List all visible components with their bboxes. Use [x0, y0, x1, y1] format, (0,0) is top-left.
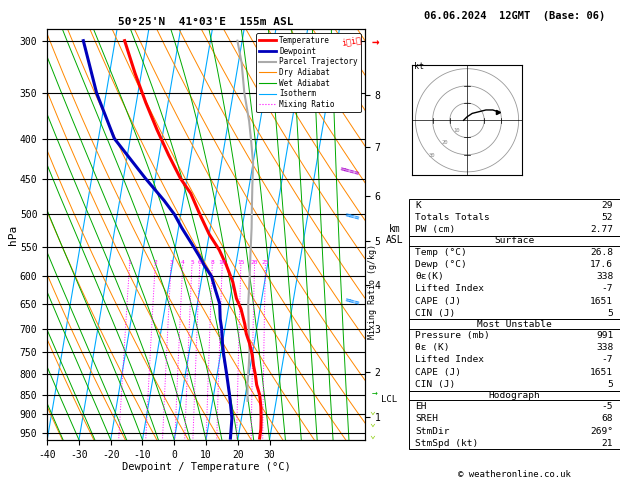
Text: θε (K): θε (K): [415, 343, 450, 352]
Text: ≡≡≡≡: ≡≡≡≡: [339, 164, 360, 178]
Text: Lifted Index: Lifted Index: [415, 355, 484, 364]
Text: K: K: [415, 201, 421, 210]
Text: ≡≡≡: ≡≡≡: [343, 295, 360, 308]
Text: 10: 10: [454, 128, 460, 133]
Text: Totals Totals: Totals Totals: [415, 213, 490, 222]
Y-axis label: km
ASL: km ASL: [386, 224, 403, 245]
Text: CAPE (J): CAPE (J): [415, 368, 461, 377]
Text: 25: 25: [262, 260, 269, 265]
Text: 991: 991: [596, 331, 613, 340]
Text: Surface: Surface: [494, 237, 534, 245]
Text: 5: 5: [608, 380, 613, 389]
Text: 3: 3: [169, 260, 173, 265]
Text: LCL: LCL: [381, 395, 397, 404]
Text: 6: 6: [198, 260, 202, 265]
Text: -7: -7: [602, 355, 613, 364]
Text: 20: 20: [441, 140, 448, 145]
Text: 4: 4: [181, 260, 184, 265]
Text: Pressure (mb): Pressure (mb): [415, 331, 490, 340]
Text: -7: -7: [602, 284, 613, 293]
Bar: [409, 199, 620, 236]
Text: 5: 5: [608, 309, 613, 318]
Text: 15: 15: [237, 260, 245, 265]
Text: kt: kt: [414, 62, 424, 70]
Text: 52: 52: [602, 213, 613, 222]
Text: SREH: SREH: [415, 415, 438, 423]
Text: 5: 5: [190, 260, 194, 265]
Bar: [409, 236, 620, 319]
X-axis label: Dewpoint / Temperature (°C): Dewpoint / Temperature (°C): [121, 462, 291, 472]
Text: 21: 21: [602, 439, 613, 448]
Text: →: →: [372, 36, 379, 49]
Text: 2: 2: [153, 260, 157, 265]
Text: Mixing Ratio (g/kg): Mixing Ratio (g/kg): [369, 244, 377, 339]
Text: ≡≡≡: ≡≡≡: [343, 210, 360, 223]
Text: ⌄: ⌄: [369, 406, 375, 416]
Text: 1651: 1651: [590, 368, 613, 377]
Text: 1: 1: [128, 260, 131, 265]
Text: 338: 338: [596, 272, 613, 281]
Bar: [409, 391, 620, 450]
Text: Dewp (°C): Dewp (°C): [415, 260, 467, 269]
Text: ⌄: ⌄: [369, 430, 375, 440]
Text: θε(K): θε(K): [415, 272, 444, 281]
Text: 2.77: 2.77: [590, 226, 613, 234]
Text: 06.06.2024  12GMT  (Base: 06): 06.06.2024 12GMT (Base: 06): [424, 11, 605, 21]
Title: 50°25'N  41°03'E  155m ASL: 50°25'N 41°03'E 155m ASL: [118, 17, 294, 27]
Text: CIN (J): CIN (J): [415, 309, 455, 318]
Text: 17.6: 17.6: [590, 260, 613, 269]
Text: 10: 10: [218, 260, 226, 265]
Bar: [409, 319, 620, 391]
Text: EH: EH: [415, 402, 426, 411]
Text: ⌄: ⌄: [369, 418, 375, 428]
Text: iℓiℓ: iℓiℓ: [340, 35, 362, 47]
Text: 29: 29: [602, 201, 613, 210]
Text: →: →: [372, 388, 377, 398]
Text: StmSpd (kt): StmSpd (kt): [415, 439, 479, 448]
Text: PW (cm): PW (cm): [415, 226, 455, 234]
Text: Hodograph: Hodograph: [488, 391, 540, 400]
Text: 338: 338: [596, 343, 613, 352]
Text: 8: 8: [210, 260, 214, 265]
Text: 68: 68: [602, 415, 613, 423]
Text: CAPE (J): CAPE (J): [415, 296, 461, 306]
Text: 26.8: 26.8: [590, 247, 613, 257]
Text: 269°: 269°: [590, 427, 613, 435]
Text: Temp (°C): Temp (°C): [415, 247, 467, 257]
Legend: Temperature, Dewpoint, Parcel Trajectory, Dry Adiabat, Wet Adiabat, Isotherm, Mi: Temperature, Dewpoint, Parcel Trajectory…: [257, 33, 361, 112]
Text: CIN (J): CIN (J): [415, 380, 455, 389]
Text: -5: -5: [602, 402, 613, 411]
Text: 20: 20: [251, 260, 259, 265]
Y-axis label: hPa: hPa: [8, 225, 18, 244]
Text: Lifted Index: Lifted Index: [415, 284, 484, 293]
Text: 30: 30: [429, 153, 435, 157]
Text: © weatheronline.co.uk: © weatheronline.co.uk: [458, 469, 571, 479]
Text: Most Unstable: Most Unstable: [477, 320, 552, 329]
Text: 1651: 1651: [590, 296, 613, 306]
Text: StmDir: StmDir: [415, 427, 450, 435]
